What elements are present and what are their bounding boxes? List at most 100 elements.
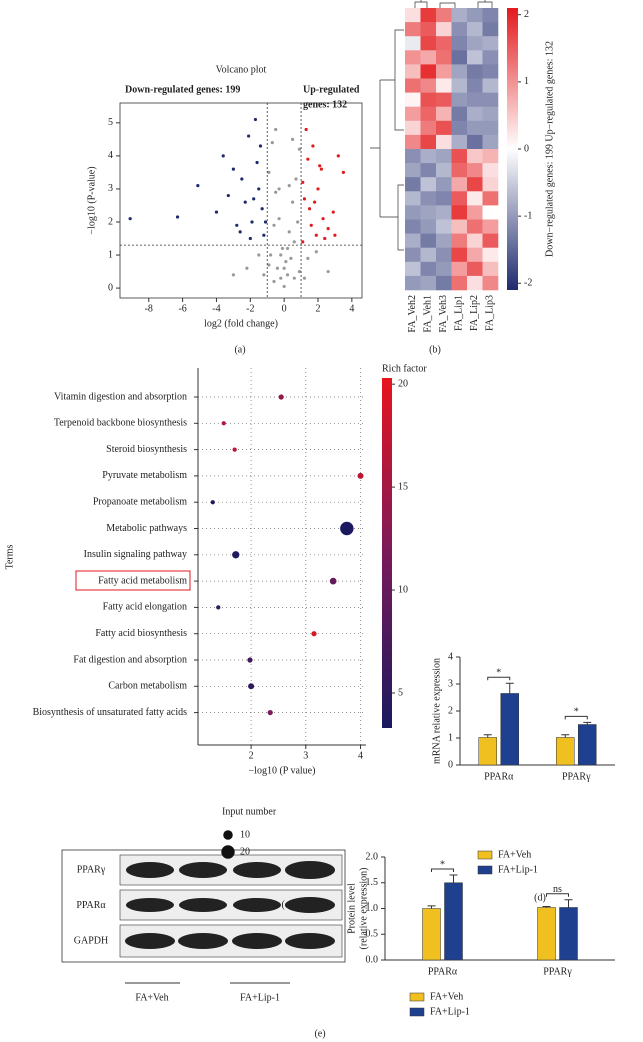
bar <box>537 907 556 961</box>
point <box>313 200 317 204</box>
heatmap-cell <box>405 120 421 136</box>
legend-swatch <box>477 865 493 875</box>
significance-bracket <box>564 715 588 720</box>
heatmap-cell <box>467 219 483 234</box>
point <box>279 276 283 280</box>
point <box>291 137 295 141</box>
heatmap-cell <box>436 22 452 37</box>
heatmap-cell <box>436 106 452 122</box>
point <box>284 260 288 264</box>
point <box>253 117 257 122</box>
heatmap-colorbar <box>507 8 518 290</box>
heatmap-cell <box>420 134 437 150</box>
point <box>274 127 278 132</box>
bar <box>444 882 463 961</box>
annotation: genes: 132 <box>303 99 347 110</box>
y-axis-label: (relative expression) <box>358 868 369 950</box>
heatmap-cell <box>420 219 437 234</box>
heatmap-cell <box>436 134 452 150</box>
colorbar-tick-label: 15 <box>398 481 408 492</box>
heatmap-cell <box>436 261 452 277</box>
heatmap-cell <box>467 106 483 122</box>
heatmap-cell <box>482 50 499 65</box>
significance-label: * <box>574 707 579 718</box>
heatmap-cell <box>420 191 437 206</box>
error-bar <box>483 734 492 738</box>
heatmap-cell <box>467 205 483 220</box>
point <box>301 180 305 184</box>
heatmap-cell <box>467 64 483 79</box>
point <box>267 170 271 175</box>
point <box>302 197 307 201</box>
y-axis-label: Protein level <box>346 883 357 934</box>
point <box>226 193 230 198</box>
heatmap-cell <box>436 247 452 263</box>
heatmap-cell <box>482 177 499 192</box>
point <box>255 160 259 165</box>
bubble <box>232 447 237 452</box>
heatmap-cell <box>436 275 452 291</box>
heatmap-cell <box>420 149 437 164</box>
heatmap-cell <box>482 78 499 93</box>
heatmap-cell <box>420 22 437 37</box>
point <box>272 279 276 284</box>
heatmap-cell <box>482 92 499 107</box>
heatmap-cell <box>482 134 499 150</box>
heatmap-cell <box>467 50 483 65</box>
heatmap-cell <box>436 177 452 192</box>
point <box>270 141 274 145</box>
x-axis-label: log2 (fold change) <box>204 318 278 329</box>
y-axis-label: Terms <box>4 544 15 569</box>
heatmap-cell <box>482 275 499 291</box>
point <box>260 207 264 211</box>
annotation: Down-regulated genes: 199 <box>125 84 240 95</box>
column-label: FA_Veh3 <box>438 295 449 333</box>
heatmap-cell <box>482 149 499 164</box>
significance-label: ns <box>553 884 562 895</box>
heatmap-cell <box>436 92 452 107</box>
bubble <box>216 605 221 610</box>
point <box>301 240 305 244</box>
heatmap-cell <box>467 92 483 107</box>
legend-label: FA+Veh <box>498 849 531 860</box>
point <box>267 263 271 267</box>
heatmap-cell <box>420 233 437 248</box>
colorbar-tick-label: 0 <box>524 143 529 154</box>
significance-label: * <box>496 667 501 678</box>
point <box>333 233 337 237</box>
heatmap-cell <box>405 177 421 192</box>
x-tick-label: -4 <box>212 303 220 314</box>
chart-title: Volcano plot <box>216 64 267 75</box>
error-bar <box>427 905 436 909</box>
heatmap-cell <box>420 163 437 178</box>
heatmap-cell <box>451 36 468 51</box>
heatmap-cell <box>405 106 421 122</box>
bubble <box>247 657 253 663</box>
x-tick-label: -6 <box>178 303 186 314</box>
y-tick-label: 2 <box>108 216 113 227</box>
heatmap-cell <box>420 205 437 220</box>
y-tick-label: 1 <box>448 732 453 743</box>
point <box>302 276 307 280</box>
bubble <box>340 521 354 536</box>
heatmap-cell <box>451 163 468 178</box>
heatmap-cell <box>482 261 499 277</box>
heatmap-cell <box>436 219 452 234</box>
size-legend-marker <box>221 845 235 859</box>
heatmap-cell <box>482 106 499 122</box>
heatmap-cell <box>467 134 483 150</box>
heatmap-cell <box>420 78 437 93</box>
group-label: FA+Veh <box>135 992 168 1003</box>
heatmap-cell <box>405 275 421 291</box>
panel-label: (a) <box>234 344 245 355</box>
y-tick-label: Propanoate metabolism <box>93 496 187 507</box>
point <box>235 223 239 227</box>
significance-bracket <box>546 893 569 897</box>
y-tick-label: 0 <box>448 759 453 770</box>
point <box>231 167 235 171</box>
point <box>240 177 244 181</box>
legend-label: FA+Lip-1 <box>498 864 538 875</box>
heatmap-cell <box>467 78 483 93</box>
bubble <box>329 577 337 585</box>
heatmap-cell <box>436 36 452 51</box>
